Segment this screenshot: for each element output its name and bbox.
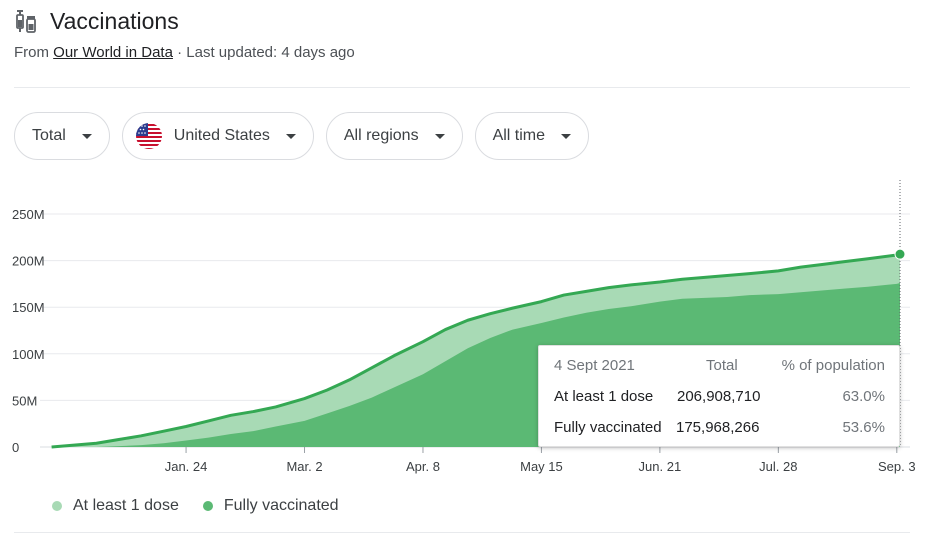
tooltip-header: 4 Sept 2021 Total % of population [554, 357, 885, 377]
x-tick-label: Apr. 8 [406, 459, 440, 474]
time-range-dropdown-label: All time [492, 127, 546, 144]
tooltip-row-label: At least 1 dose [554, 388, 654, 405]
tooltip-row-full: Fully vaccinated 175,968,266 53.6% [554, 419, 885, 439]
x-axis: Jan. 24 Mar. 2 Apr. 8 May 15 Jun. 21 Jul. 28 S… [165, 447, 916, 474]
tooltip-row-total: 175,968,266 [676, 419, 760, 436]
x-tick-label: Jan. 24 [165, 459, 208, 474]
source-link[interactable]: Our World in Data [53, 44, 173, 61]
region-dropdown-label: All regions [343, 127, 419, 144]
metric-dropdown-label: Total [32, 127, 66, 144]
tooltip-row-total: 206,908,710 [677, 388, 761, 405]
hover-point [894, 248, 906, 260]
metric-dropdown[interactable]: Total [14, 112, 110, 160]
y-tick-label: 100M [12, 347, 45, 362]
hover-marker [894, 180, 906, 447]
footer-divider [14, 532, 910, 533]
header-divider [14, 87, 910, 88]
region-dropdown[interactable]: All regions [325, 112, 463, 160]
source-separator: · [177, 44, 183, 61]
legend-dot-icon [52, 501, 62, 511]
chevron-down-icon [434, 133, 445, 139]
page-title: Vaccinations [50, 7, 179, 34]
legend-label: Fully vaccinated [223, 497, 339, 514]
y-tick-label: 250M [12, 207, 45, 222]
tooltip-date: 4 Sept 2021 [554, 357, 635, 374]
source-prefix: From [14, 44, 49, 61]
country-dropdown-label: United States [173, 127, 270, 144]
time-range-dropdown[interactable]: All time [474, 112, 590, 160]
tooltip-row-dose1: At least 1 dose 206,908,710 63.0% [554, 388, 885, 408]
y-tick-label: 200M [12, 254, 45, 269]
x-tick-label: Sep. 3 [878, 459, 916, 474]
tooltip-row-label: Fully vaccinated [554, 419, 662, 436]
tooltip-col-pct: % of population [781, 357, 885, 374]
chart-tooltip: 4 Sept 2021 Total % of population At lea… [538, 345, 900, 447]
legend-label: At least 1 dose [73, 497, 179, 514]
chart-legend: At least 1 dose Fully vaccinated [52, 497, 363, 515]
x-tick-label: May 15 [520, 459, 563, 474]
legend-item-dose1[interactable]: At least 1 dose [52, 497, 179, 515]
x-tick-label: Mar. 2 [286, 459, 322, 474]
y-tick-label: 50M [12, 393, 37, 408]
syringe-vial-icon [14, 8, 40, 34]
tooltip-col-total: Total [706, 357, 738, 374]
last-updated: Last updated: 4 days ago [186, 44, 355, 61]
y-tick-label: 0 [12, 440, 19, 455]
chevron-down-icon [561, 133, 572, 139]
x-tick-label: Jul. 28 [759, 459, 797, 474]
y-tick-label: 150M [12, 300, 45, 315]
legend-item-full[interactable]: Fully vaccinated [202, 497, 339, 515]
legend-dot-icon [202, 501, 213, 511]
chevron-down-icon [81, 133, 92, 139]
card-header: Vaccinations [14, 6, 179, 36]
us-flag-icon [135, 123, 162, 149]
tooltip-row-pct: 63.0% [842, 388, 885, 405]
y-axis: 0 50M 100M 150M 200M 250M [12, 207, 45, 455]
x-tick-label: Jun. 21 [639, 459, 682, 474]
chevron-down-icon [285, 133, 296, 139]
tooltip-row-pct: 53.6% [842, 419, 885, 436]
line-at-least-1-dose [51, 252, 901, 449]
country-dropdown[interactable]: United States [121, 112, 314, 160]
source-line: From Our World in Data · Last updated: 4… [14, 44, 355, 61]
filter-bar: Total United States All regions [14, 112, 590, 160]
